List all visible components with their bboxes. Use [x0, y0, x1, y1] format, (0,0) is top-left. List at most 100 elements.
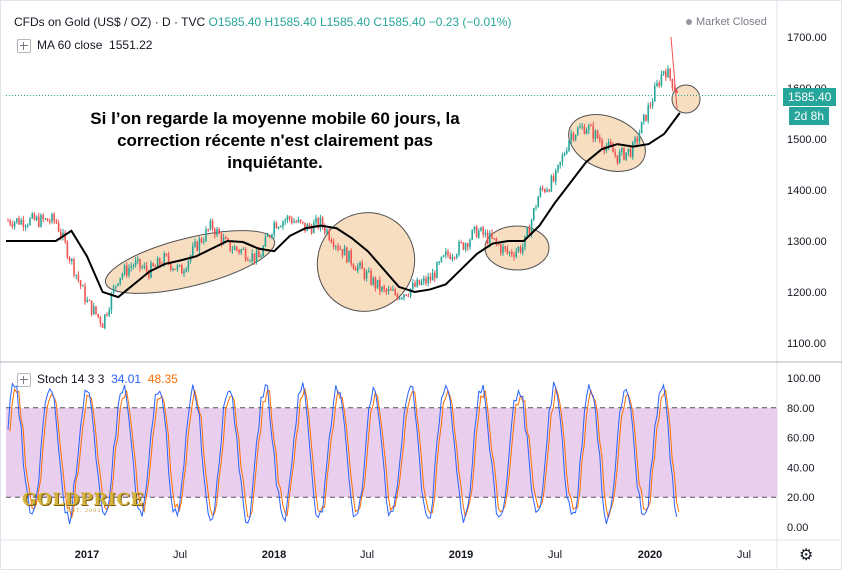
- price-candle: [610, 142, 612, 146]
- price-candle: [260, 256, 262, 258]
- price-candle: [253, 253, 256, 262]
- price-candle: [467, 243, 469, 247]
- time-tick-label: 2017: [75, 549, 99, 561]
- price-candle: [535, 207, 537, 209]
- price-candle: [159, 258, 161, 265]
- price-candle: [357, 265, 359, 271]
- price-candle: [205, 229, 207, 242]
- eye-icon[interactable]: [17, 38, 31, 53]
- price-candle: [244, 249, 247, 260]
- price-candle: [456, 254, 458, 258]
- price-candle: [341, 249, 344, 256]
- price-candle: [291, 218, 293, 223]
- price-tick-label: 1500.00: [787, 134, 827, 146]
- price-candle: [541, 187, 544, 190]
- price-candle: [108, 310, 110, 316]
- price-candle: [550, 176, 553, 192]
- price-candle: [438, 261, 440, 263]
- price-candle: [62, 232, 64, 237]
- price-candle: [46, 218, 49, 222]
- price-candle: [647, 105, 649, 121]
- price-candle: [115, 285, 117, 288]
- symbol-title[interactable]: CFDs on Gold (US$ / OZ) · D · TVC: [14, 15, 206, 29]
- price-candle: [634, 138, 636, 143]
- price-candle: [676, 89, 678, 94]
- time-tick-label: 2020: [638, 549, 662, 561]
- price-candle: [482, 227, 484, 235]
- price-candle: [390, 289, 392, 291]
- last-price-badge: 1585.40: [783, 88, 837, 106]
- price-candle: [321, 217, 324, 227]
- eye-icon[interactable]: [17, 372, 31, 387]
- price-candle: [106, 314, 108, 316]
- price-candle: [132, 265, 135, 267]
- price-candle: [475, 226, 478, 238]
- stoch-d-value: 48.35: [147, 372, 178, 386]
- price-candle: [77, 274, 80, 281]
- price-candle: [220, 233, 223, 244]
- price-candle: [491, 233, 493, 239]
- time-tick-label: 2018: [262, 549, 286, 561]
- ohlc-close: C1585.40: [373, 15, 426, 29]
- ohlc-open: O1585.40: [208, 15, 262, 29]
- price-candle: [396, 294, 399, 300]
- price-candle: [352, 264, 355, 269]
- price-candle: [104, 314, 106, 328]
- price-candle: [401, 297, 403, 299]
- stoch-tick-label: 100.00: [787, 373, 821, 385]
- price-candle: [229, 240, 231, 251]
- price-candle: [416, 279, 418, 287]
- price-candle: [68, 257, 71, 261]
- price-candle: [117, 283, 119, 286]
- price-candle: [414, 282, 416, 287]
- price-candle: [55, 220, 58, 223]
- price-candle: [242, 249, 245, 251]
- price-candle: [317, 218, 319, 228]
- price-candle: [262, 246, 264, 257]
- stoch-legend[interactable]: Stoch 14 3 3 34.01 48.35: [17, 372, 178, 387]
- price-candle: [284, 220, 286, 222]
- price-candle: [478, 230, 480, 238]
- price-candle: [97, 314, 99, 318]
- price-candle: [508, 252, 511, 254]
- price-candle: [112, 287, 115, 294]
- price-candle: [346, 247, 348, 263]
- price-candle: [11, 224, 14, 227]
- price-candle: [40, 215, 42, 227]
- price-candle: [134, 260, 137, 266]
- price-candle: [348, 250, 350, 263]
- price-candle: [280, 226, 282, 228]
- price-candle: [489, 233, 491, 244]
- gear-icon[interactable]: ⚙: [799, 547, 814, 564]
- price-candle: [662, 71, 665, 75]
- stoch-d-line: [9, 387, 680, 519]
- price-candle: [592, 125, 594, 139]
- time-tick-label: Jul: [173, 549, 187, 561]
- price-candle: [614, 152, 616, 156]
- price-candle: [658, 82, 660, 86]
- price-candle: [405, 294, 407, 296]
- price-candle: [621, 148, 623, 152]
- price-candle: [277, 226, 280, 229]
- price-candle: [225, 237, 227, 239]
- price-candle: [163, 253, 165, 266]
- price-candle: [392, 289, 394, 291]
- price-candle: [394, 289, 396, 295]
- price-candle: [583, 126, 586, 134]
- price-candle: [409, 288, 412, 296]
- price-candle: [665, 71, 667, 78]
- ma-legend[interactable]: MA 60 close 1551.22: [17, 38, 152, 53]
- price-candle: [660, 74, 663, 86]
- price-candle: [95, 306, 97, 315]
- price-candle: [148, 271, 150, 278]
- price-candle: [515, 251, 517, 257]
- price-candle: [412, 282, 414, 289]
- price-candle: [522, 247, 524, 253]
- price-candle: [319, 217, 322, 228]
- price-candle: [145, 265, 148, 272]
- ohlc-high: H1585.40: [264, 15, 317, 29]
- price-candle: [530, 219, 533, 234]
- price-candle: [66, 241, 69, 258]
- price-candle: [506, 248, 509, 254]
